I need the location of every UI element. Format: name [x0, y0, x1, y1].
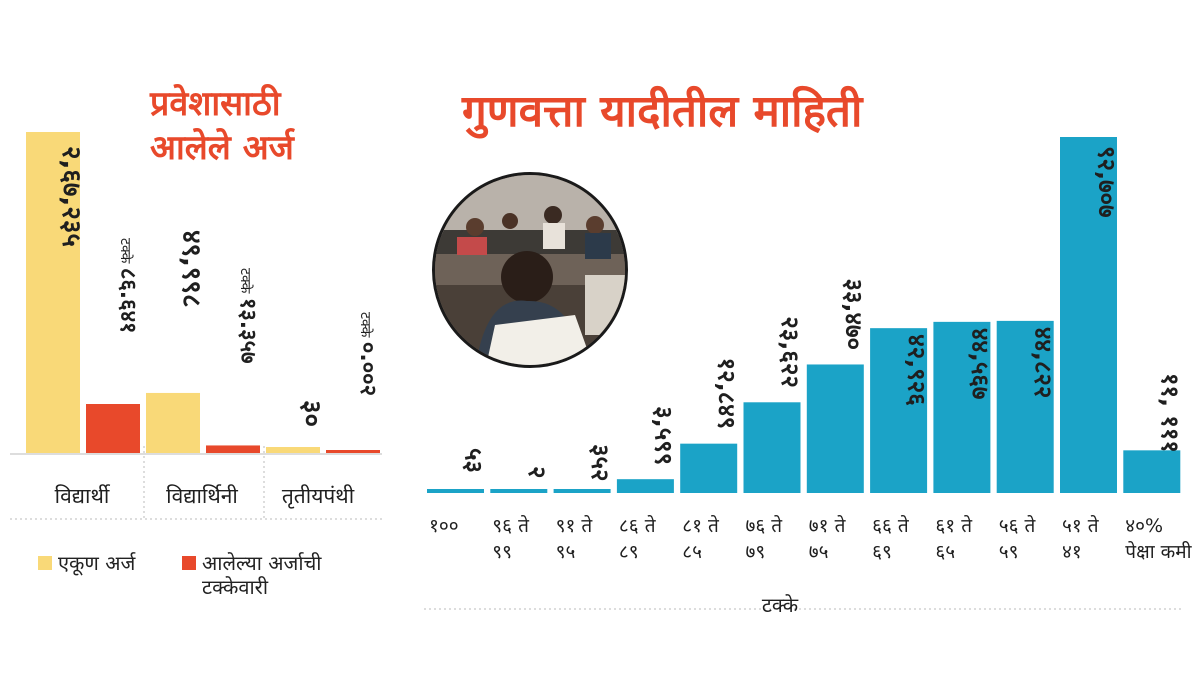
legend-percent: आलेल्या अर्जाची टक्केवारी — [182, 551, 321, 599]
right-x-axis-label: टक्के — [762, 593, 799, 617]
right-bar-9 — [933, 321, 991, 493]
legend-total-label: एकूण अर्ज — [58, 551, 136, 575]
right-category-line-6-1: ७६ ते — [746, 514, 784, 537]
left-percent-label-1: टक्के ८६.६४१ — [115, 238, 140, 333]
right-value-label-4: ३,५९९ — [649, 406, 677, 465]
left-bar-percent-3 — [326, 450, 380, 453]
right-category-line-1-1: १०० — [429, 515, 459, 537]
left-percent-unit-3: टक्के — [357, 312, 374, 342]
right-category-label-9: ६१ ते ६५ — [935, 514, 973, 563]
right-category-label-12: ४०% पेक्षा कमी — [1125, 515, 1192, 563]
right-value-label-9: ४४,५६७ — [966, 328, 994, 400]
right-bar-7 — [806, 364, 864, 493]
right-value-label-7: ३३,४७० — [839, 278, 867, 350]
right-category-label-3: ९१ ते ९५ — [556, 514, 594, 563]
left-total-label-2: ४९,९९८ — [176, 230, 206, 307]
left-total-label-3: ३० — [296, 400, 326, 427]
legend-swatch-red — [182, 556, 196, 570]
right-category-line-5-2: ८५ — [682, 541, 702, 563]
right-chart-title: गुणवत्ता यादीतील माहिती — [462, 86, 863, 137]
right-category-label-6: ७६ ते ७९ — [746, 514, 784, 563]
left-percent-value-2: १३.३५७ — [235, 298, 260, 364]
legend-percent-line2: टक्केवारी — [202, 575, 268, 599]
right-value-label-1: ५३ — [460, 448, 488, 473]
right-category-line-6-2: ७९ — [746, 541, 766, 563]
right-value-label-6: २३,६२२ — [776, 316, 804, 388]
right-category-line-12-2: पेक्षा कमी — [1125, 540, 1192, 563]
right-category-line-12-1: ४०% — [1125, 515, 1163, 537]
right-category-line-3-2: ९५ — [556, 541, 576, 563]
right-category-label-7: ७१ ते ७५ — [809, 514, 847, 563]
right-bar-1 — [427, 489, 484, 493]
legend-swatch-yellow — [38, 556, 52, 570]
right-bar-2 — [490, 489, 548, 493]
left-percent-label-3: टक्के ०.००२ — [355, 312, 380, 396]
left-percent-value-1: ८६.६४१ — [115, 268, 140, 334]
right-category-line-9-2: ६५ — [935, 541, 955, 563]
right-bar-5 — [680, 443, 738, 493]
right-category-line-11-1: ५१ ते — [1062, 514, 1100, 537]
right-category-line-4-1: ८६ ते — [619, 514, 657, 537]
right-category-line-11-2: ४१ — [1062, 541, 1082, 563]
right-value-label-11: ९२,७०७ — [1093, 146, 1121, 218]
right-value-label-3: ३५२ — [586, 444, 614, 481]
left-bar-total-3 — [266, 447, 320, 453]
left-bar-total-1 — [26, 132, 80, 453]
left-title-line2: आलेले अर्ज — [150, 128, 294, 168]
left-title-line1: प्रवेशासाठी — [150, 84, 281, 124]
right-bar-6 — [743, 402, 801, 493]
right-category-label-10: ५६ ते ५९ — [999, 514, 1037, 563]
right-bar-11 — [1060, 137, 1117, 493]
right-category-line-5-1: ८१ ते — [682, 514, 720, 537]
left-total-label-1: २,६७,२३५ — [56, 146, 86, 247]
applications-chart: २,६७,२३५ टक्के ८६.६४१ विद्यार्थी ४९,९९८ टक्क… — [10, 132, 382, 520]
right-category-line-3-1: ९१ ते — [556, 514, 594, 537]
right-category-line-10-1: ५६ ते — [999, 514, 1037, 537]
right-value-label-5: १२,८४९ — [713, 358, 741, 430]
legend-total: एकूण अर्ज — [38, 551, 135, 575]
left-bar-percent-2 — [206, 445, 260, 453]
right-bar-3 — [553, 489, 611, 493]
left-percent-unit-1: टक्के — [117, 238, 134, 268]
right-bar-8 — [870, 328, 928, 493]
right-value-label-12: ११, १११ — [1156, 373, 1184, 453]
right-category-line-7-1: ७१ ते — [809, 514, 847, 537]
right-bar-4 — [616, 479, 674, 493]
exam-hall-illustration — [435, 175, 625, 365]
right-category-line-8-1: ६६ ते — [872, 514, 910, 537]
exam-hall-photo — [432, 172, 628, 368]
right-category-label-5: ८१ ते ८५ — [682, 514, 720, 563]
left-category-label-3: तृतीयपंथी — [282, 484, 355, 509]
right-category-label-4: ८६ ते ८९ — [619, 514, 657, 563]
left-percent-value-3: ०.००२ — [355, 342, 380, 396]
legend-percent-line1: आलेल्या अर्जाची — [202, 551, 322, 575]
right-category-line-2-2: ९९ — [492, 541, 512, 563]
left-percent-label-2: टक्के १३.३५७ — [235, 268, 260, 363]
right-bar-12 — [1123, 450, 1181, 493]
right-bar-10 — [996, 320, 1054, 493]
left-chart-title: प्रवेशासाठी आलेले अर्ज — [150, 82, 390, 170]
left-category-label-1: विद्यार्थी — [55, 484, 111, 508]
right-category-label-1: १०० — [429, 515, 459, 537]
right-value-label-10: ४४,८२२ — [1029, 327, 1057, 399]
left-category-label-2: विद्यार्थिनी — [166, 484, 238, 508]
right-category-label-11: ५१ ते ४१ — [1062, 514, 1100, 563]
left-bar-total-2 — [146, 392, 200, 453]
right-value-label-2: २ — [523, 466, 551, 478]
right-category-label-8: ६६ ते ६९ — [872, 514, 910, 563]
right-category-line-8-2: ६९ — [872, 541, 892, 563]
merit-list-chart: ५३ १०० २ ९६ ते ९९ ३५२ ९१ ते ९५ ३,५९९ ८६ ते ८९ १२,८४… — [424, 137, 1193, 617]
right-category-line-7-2: ७५ — [809, 541, 829, 563]
right-category-line-10-2: ५९ — [999, 541, 1019, 563]
left-percent-unit-2: टक्के — [237, 268, 254, 298]
right-category-line-2-1: ९६ ते — [492, 514, 530, 537]
right-category-label-2: ९६ ते ९९ — [492, 514, 530, 563]
right-category-line-9-1: ६१ ते — [935, 514, 973, 537]
left-bar-percent-1 — [86, 404, 140, 453]
right-category-line-4-2: ८९ — [619, 541, 639, 563]
right-value-label-8: ४२,९२६ — [903, 334, 931, 406]
